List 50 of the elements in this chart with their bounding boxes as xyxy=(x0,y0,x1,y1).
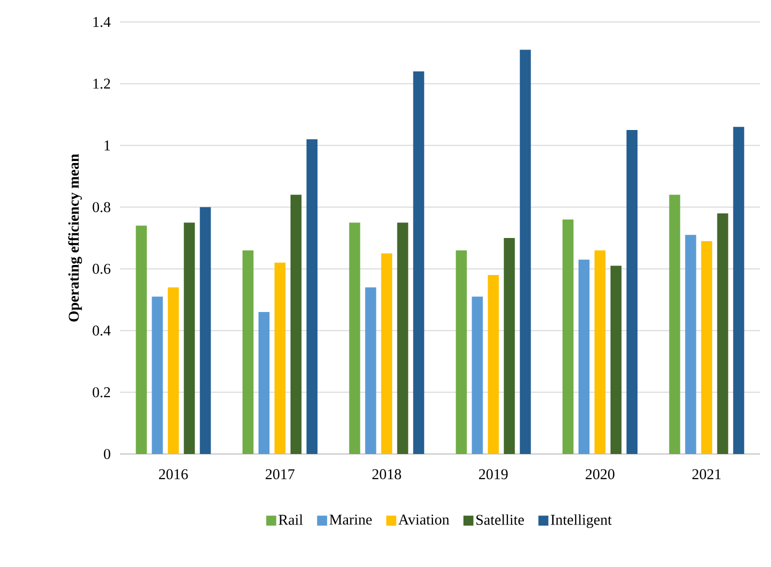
x-tick-label: 2019 xyxy=(479,469,508,480)
bar xyxy=(397,222,408,454)
legend-label: Aviation xyxy=(398,514,450,525)
bar xyxy=(274,262,286,454)
bar xyxy=(184,222,195,454)
bar xyxy=(562,219,574,454)
bar xyxy=(456,250,467,454)
y-tick-label: 0.2 xyxy=(92,387,110,398)
bar xyxy=(136,226,147,454)
y-tick-label: 0.6 xyxy=(92,264,110,274)
bar xyxy=(626,130,638,454)
legend-label: Intelligent xyxy=(550,514,612,528)
y-tick-label: 1.2 xyxy=(93,78,110,89)
bar xyxy=(578,260,590,454)
bar xyxy=(413,71,424,454)
x-tick-label: 2016 xyxy=(159,469,188,480)
bar xyxy=(365,287,376,454)
bar xyxy=(733,126,744,454)
bar xyxy=(349,222,360,454)
bar xyxy=(290,194,302,454)
y-tick-label: 1.4 xyxy=(93,16,111,28)
y-tick-label: 0 xyxy=(104,448,110,460)
bar xyxy=(381,253,392,454)
bar xyxy=(701,241,712,454)
bar xyxy=(717,213,728,454)
legend-label: Rail xyxy=(278,514,303,525)
y-tick-label: 0.4 xyxy=(92,325,111,336)
bar xyxy=(610,266,622,454)
bar xyxy=(306,139,318,454)
y-tick-label: 0.8 xyxy=(92,202,110,212)
x-tick-label: 2018 xyxy=(372,469,402,480)
bar xyxy=(152,296,163,454)
bar xyxy=(242,250,254,454)
bar xyxy=(594,250,606,454)
bar xyxy=(685,234,696,454)
legend-label: Satellite xyxy=(476,514,524,525)
bar xyxy=(669,194,680,454)
bar xyxy=(472,296,483,454)
bar xyxy=(488,275,499,454)
bar xyxy=(200,207,211,454)
x-tick-label: 2017 xyxy=(266,469,295,480)
bar xyxy=(520,50,531,454)
x-tick-label: 2020 xyxy=(586,469,614,480)
y-axis-title: Operating efficiency mean xyxy=(68,154,82,322)
x-tick-label: 2021 xyxy=(692,469,721,480)
legend-label: Marine xyxy=(330,514,372,525)
y-tick-label: 1 xyxy=(104,140,110,150)
bar xyxy=(168,287,179,454)
bar xyxy=(504,238,515,454)
bar xyxy=(258,312,270,454)
